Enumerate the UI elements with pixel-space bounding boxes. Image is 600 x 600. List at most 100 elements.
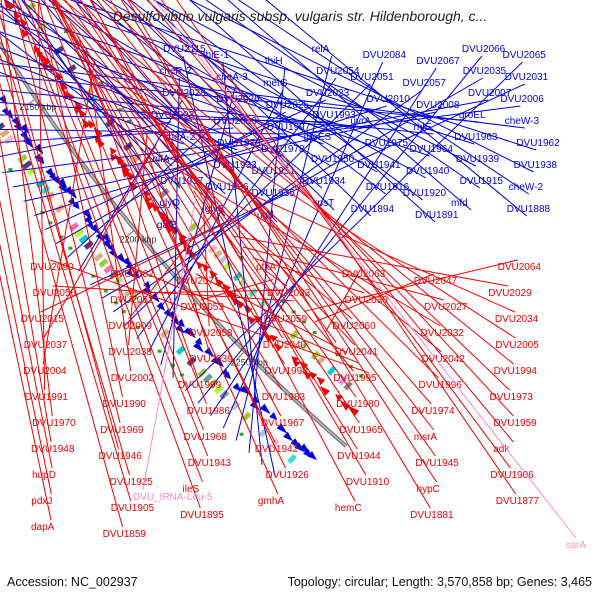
gene-label: DVU1910 xyxy=(346,477,390,488)
leader-line xyxy=(101,0,510,391)
gene-label: DVU1888 xyxy=(507,204,551,215)
forward-gene-arrow xyxy=(251,395,259,404)
gene-label: DVU1945 xyxy=(415,458,459,469)
forward-gene-arrow xyxy=(183,327,191,336)
reverse-gene-arrow xyxy=(246,315,257,325)
leader-line xyxy=(0,0,53,417)
leader-line xyxy=(153,0,577,539)
gene-label: DVU2047 xyxy=(414,276,458,287)
leader-line xyxy=(227,0,472,211)
forward-gene-arrow xyxy=(45,167,56,180)
gene-label: DVU1991 xyxy=(25,392,69,403)
forward-gene-arrow xyxy=(83,215,93,226)
gene-label: DVU2038 xyxy=(109,347,153,358)
leader-line xyxy=(96,0,435,431)
cog-block xyxy=(326,365,337,376)
rna-gene-labels: DVU_tRNA-Leu-5 ssrA xyxy=(133,0,586,551)
leader-line xyxy=(146,0,372,217)
cog-block xyxy=(78,234,89,244)
gene-label: DVU2004 xyxy=(23,366,67,377)
leader-line xyxy=(185,61,523,391)
leader-line xyxy=(89,0,367,476)
leader-line xyxy=(202,202,210,327)
gc-marker xyxy=(126,119,131,123)
forward-gene-arrow xyxy=(214,357,224,368)
gene-label: DVU1994 xyxy=(494,366,538,377)
reverse-gene-arrow xyxy=(54,70,64,81)
gene-label: DVU2027 xyxy=(424,302,468,313)
leader-line xyxy=(79,0,432,405)
gene-label: DVU2034 xyxy=(495,314,539,325)
gene-label: DVU1881 xyxy=(410,510,454,521)
leader-line xyxy=(0,136,52,443)
leader-line xyxy=(0,243,52,495)
cog-block xyxy=(0,122,6,132)
gene-label: DVU2056 xyxy=(33,288,77,299)
gene-label: glyQ xyxy=(160,198,181,209)
gene-label: DVU2067 xyxy=(416,56,460,67)
topology-summary: Topology: circular; Length: 3,570,858 bp… xyxy=(287,575,592,589)
leader-line xyxy=(160,0,511,469)
gene-label: DVU1926 xyxy=(265,470,309,481)
tick-mark xyxy=(125,230,134,238)
leader-line xyxy=(0,59,238,151)
gc-marker xyxy=(99,81,104,85)
cog-block xyxy=(26,2,37,12)
gene-label: hupD xyxy=(32,470,56,481)
forward-gene-arrow xyxy=(20,130,30,142)
leader-line xyxy=(120,96,355,346)
cog-block xyxy=(3,135,15,145)
gc-marker xyxy=(114,301,119,305)
gc-marker xyxy=(301,320,306,324)
gene-label: DVU1920 xyxy=(403,188,447,199)
cog-block xyxy=(337,375,348,386)
leader-line xyxy=(12,0,121,424)
gene-label: DVU1935 xyxy=(252,188,296,199)
gene-label: DVU2054 xyxy=(316,66,360,77)
leader-line xyxy=(52,285,294,302)
reverse-gene-arrow xyxy=(128,180,139,192)
gene-label: DVU1983 xyxy=(262,392,306,403)
leader-line xyxy=(0,3,181,189)
leader-line xyxy=(128,108,284,339)
cog-block xyxy=(98,258,109,268)
gene-label: DVU1916 xyxy=(366,182,410,193)
leader-line xyxy=(237,0,530,195)
gene-label: DVU1906 xyxy=(490,470,534,481)
gc-marker xyxy=(103,289,108,293)
gene-label: DVU1943 xyxy=(188,458,232,469)
leader-line xyxy=(120,0,437,483)
gene-label: DVU2053 xyxy=(181,302,225,313)
leader-line xyxy=(0,62,525,129)
rna-label: ssrA xyxy=(566,540,586,551)
forward-gene-arrow xyxy=(176,318,185,328)
gene-label: DVU2002 xyxy=(111,373,155,384)
gene-label: DVU2051 xyxy=(350,72,394,83)
gene-label: DVU2090 xyxy=(30,262,74,273)
gene-label: DVU1925 xyxy=(109,477,153,488)
cog-block xyxy=(287,453,297,464)
gene-label: DVU1941 xyxy=(357,160,401,171)
gene-label: DVU1963 xyxy=(454,132,498,143)
leader-line xyxy=(12,0,180,211)
gene-label: nifA-1 xyxy=(152,154,179,165)
leader-line xyxy=(0,273,52,521)
gene-label: DVU1996 xyxy=(418,380,462,391)
leader-line xyxy=(79,0,358,450)
cog-block xyxy=(300,340,310,351)
gene-label: DVU1946 xyxy=(99,451,143,462)
leader-line xyxy=(0,82,124,528)
reverse-gene-arrow xyxy=(196,261,205,270)
gene-label: glyS xyxy=(205,204,225,215)
leader-line xyxy=(0,127,234,143)
gene-label: ugd xyxy=(257,210,274,221)
gene-label: DVU1937 xyxy=(160,176,204,187)
reverse-gene-arrow xyxy=(109,147,117,156)
forward-gene-arrow xyxy=(194,337,203,346)
gene-label: ileS xyxy=(183,484,200,495)
gc-marker xyxy=(59,235,64,239)
leader-line xyxy=(130,266,359,364)
leader-line xyxy=(147,0,514,443)
gene-label: DVU2000 xyxy=(214,116,258,127)
gene-label: DVU2060 xyxy=(332,321,376,332)
